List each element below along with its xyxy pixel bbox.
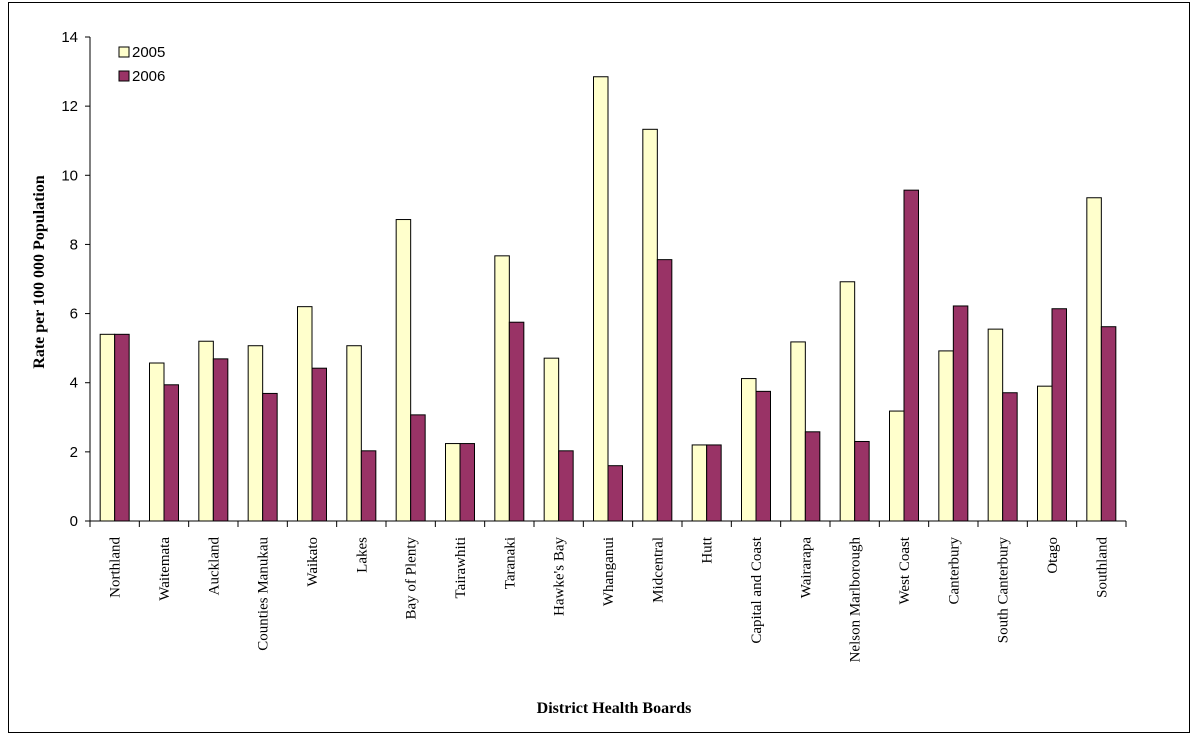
bar-2005 xyxy=(938,350,954,522)
bar-2005 xyxy=(346,345,362,522)
bar-2005 xyxy=(99,333,116,522)
bar-2005 xyxy=(1086,197,1102,522)
legend-label-2006: 2006 xyxy=(132,68,165,85)
bar-2006 xyxy=(114,333,130,522)
category-label: Nelson Marlborough xyxy=(848,537,864,663)
y-axis-title: Rate per 100 000 Population xyxy=(31,175,48,369)
bar-2005 xyxy=(741,378,757,522)
category-label: Taranaki xyxy=(502,537,518,589)
category-label: Hawke's Bay xyxy=(552,537,568,616)
y-tick-label: 0 xyxy=(70,513,78,530)
y-tick-label: 8 xyxy=(70,236,78,253)
bar-2006 xyxy=(508,321,525,522)
category-label: Waikato xyxy=(305,537,321,587)
y-tick-labels: 0 2 4 6 8 10 12 14 xyxy=(61,29,78,530)
bar-2006 xyxy=(903,189,919,522)
legend-swatch-2006 xyxy=(118,70,130,82)
category-label: Hutt xyxy=(700,536,716,564)
category-label: Southland xyxy=(1094,537,1110,598)
bar-2006 xyxy=(1100,326,1117,522)
bar-2005 xyxy=(149,362,165,522)
category-label: Canterbury xyxy=(946,537,962,605)
bar-2005 xyxy=(987,328,1004,522)
category-label: Otago xyxy=(1045,537,1061,574)
bar-2005 xyxy=(395,219,412,522)
bar-2006 xyxy=(804,431,821,522)
bar-2005 xyxy=(1037,385,1053,522)
category-label: Capital and Coast xyxy=(749,536,765,643)
bar-2006 xyxy=(755,390,771,522)
bar-2005 xyxy=(790,341,806,522)
category-label: Counties Manukau xyxy=(256,537,272,651)
bar-2006 xyxy=(607,465,623,522)
bar-2006 xyxy=(311,367,327,522)
legend-label-2005: 2005 xyxy=(132,44,165,61)
bar-2005 xyxy=(839,281,856,522)
category-label: West Coast xyxy=(897,536,913,604)
bar-2006 xyxy=(360,450,377,522)
legend-swatch-2005 xyxy=(118,46,130,58)
y-tick-label: 2 xyxy=(70,444,78,461)
y-tick-label: 4 xyxy=(70,375,78,392)
bar-2005 xyxy=(494,255,510,522)
y-tick-label: 6 xyxy=(70,306,78,323)
category-label: Midcentral xyxy=(650,537,666,603)
category-label: South Canterbury xyxy=(996,537,1012,644)
bar-2006 xyxy=(558,450,574,522)
bar-2005 xyxy=(445,443,461,522)
bar-2006 xyxy=(854,440,870,522)
bar-2006 xyxy=(163,384,179,522)
category-label: Northland xyxy=(108,537,124,598)
bar-2005 xyxy=(198,340,214,522)
category-label: Bay of Plenty xyxy=(404,537,420,620)
bar-2005 xyxy=(247,345,264,522)
legend: 2005 2006 xyxy=(118,44,165,85)
category-label: Wairarapa xyxy=(798,537,814,599)
bar-2005 xyxy=(691,444,708,522)
bar-2006 xyxy=(656,259,673,522)
bar-2006 xyxy=(952,305,969,522)
category-label: Tairawhiti xyxy=(453,537,469,598)
bar-2005 xyxy=(297,306,313,522)
category-label: Waitemata xyxy=(157,537,173,601)
bar-2006 xyxy=(706,444,722,522)
bar-2006 xyxy=(410,414,426,522)
bar-2005 xyxy=(889,410,905,522)
category-label: Auckland xyxy=(206,537,222,596)
x-axis-title: District Health Boards xyxy=(537,700,692,717)
y-tick-label: 12 xyxy=(61,98,78,115)
bar-2005 xyxy=(593,76,609,522)
bar-2006 xyxy=(262,392,278,522)
category-label: Whanganui xyxy=(601,537,617,606)
bar-2006 xyxy=(1051,308,1067,522)
category-labels: Northland Waitemata Auckland Counties Manuk… xyxy=(108,536,1111,662)
bar-2006 xyxy=(459,443,475,522)
bar-2005 xyxy=(642,128,658,522)
y-tick-label: 10 xyxy=(61,167,78,184)
bar-2006 xyxy=(212,358,229,522)
bar-2006 xyxy=(1002,392,1018,522)
y-tick-label: 14 xyxy=(61,29,78,46)
category-label: Lakes xyxy=(354,537,370,573)
bars xyxy=(99,76,1117,522)
bar-2005 xyxy=(543,357,560,522)
